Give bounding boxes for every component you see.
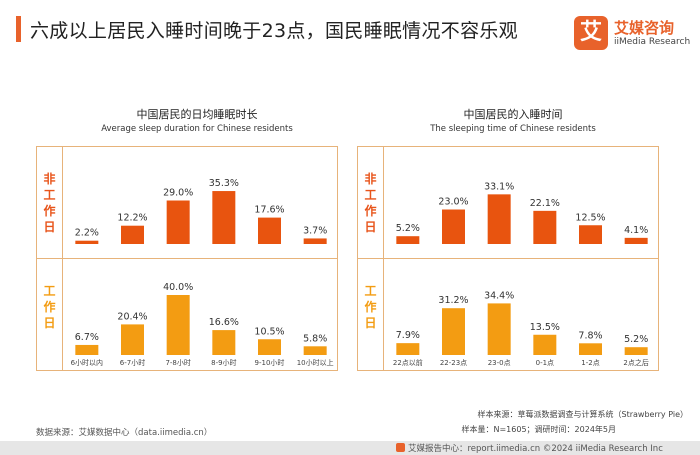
data-label-work-4: 10.5% (254, 326, 284, 337)
brand-logo: 艾 艾媒咨询 iiMedia Research (574, 16, 690, 52)
bar-nonwork-3 (212, 191, 236, 244)
row-label-non-work-chars: 非工作日 (43, 172, 56, 234)
bar-work-1 (442, 308, 465, 355)
logo-en-text: iiMedia Research (614, 37, 691, 47)
bar-work-3 (212, 330, 236, 355)
bar-nonwork-2 (166, 200, 190, 244)
report-center-icon (396, 443, 405, 452)
bar-nonwork-1 (442, 209, 465, 244)
x-tick-label-2: 7-8小时 (165, 358, 190, 367)
bar-work-5 (624, 347, 648, 355)
bar-nonwork-3 (533, 210, 557, 244)
bar-work-2 (487, 303, 511, 355)
x-tick-label-0: 6小时以内 (71, 358, 103, 367)
data-label-work-5: 5.8% (303, 333, 327, 344)
data-label-work-3: 16.6% (209, 317, 239, 328)
row-label-work-chars-right: 工作日 (364, 284, 377, 330)
bar-nonwork-5 (303, 238, 327, 244)
data-label-work-1: 20.4% (117, 311, 147, 322)
chart-left-subtitle: Average sleep duration for Chinese resid… (101, 124, 293, 134)
bar-nonwork-5 (624, 237, 648, 244)
logo-cn-text: 艾媒咨询 (614, 19, 675, 37)
data-label-work-2: 34.4% (484, 290, 514, 301)
bottom-report-text: 艾媒报告中心：report.iimedia.cn ©2024 iiMedia R… (408, 444, 663, 454)
row-label-non-work-right: 非工作日 (358, 147, 384, 258)
data-label-work-5: 5.2% (624, 334, 648, 345)
title-accent-bar (16, 16, 21, 42)
data-label-work-0: 7.9% (396, 330, 420, 341)
data-label-nonwork-3: 35.3% (209, 178, 239, 189)
data-label-work-3: 13.5% (530, 322, 560, 333)
x-tick-label-0: 22点以前 (393, 358, 423, 367)
data-label-nonwork-0: 2.2% (75, 228, 99, 239)
x-tick-label-5: 10小时以上 (297, 358, 334, 367)
data-label-nonwork-2: 29.0% (163, 188, 193, 199)
row-label-work: 工作日 (37, 259, 63, 370)
row-divider-right (358, 258, 658, 259)
data-label-nonwork-4: 12.5% (575, 212, 605, 223)
bar-work-1 (121, 324, 144, 355)
bar-work-4 (579, 343, 602, 355)
x-tick-label-2: 23-0点 (488, 359, 511, 367)
row-label-work-chars: 工作日 (43, 284, 56, 330)
data-label-nonwork-1: 23.0% (438, 197, 468, 208)
chart-left-panel: 非工作日 工作日 2.2% 12.2% 29.0% 35.3% 17.6% 3.7% 6.7… (36, 146, 338, 371)
data-label-work-1: 31.2% (438, 295, 468, 306)
logo-mark-icon: 艾 (574, 16, 608, 50)
data-label-nonwork-2: 33.1% (484, 181, 514, 192)
data-label-nonwork-0: 5.2% (396, 223, 420, 234)
data-label-work-2: 40.0% (163, 282, 193, 293)
x-tick-label-3: 0-1点 (536, 359, 554, 367)
chart-right-subtitle: The sleeping time of Chinese residents (430, 124, 596, 134)
data-label-nonwork-4: 17.6% (254, 205, 284, 216)
data-label-nonwork-5: 3.7% (303, 225, 327, 236)
bar-work-0 (396, 343, 420, 355)
data-label-nonwork-5: 4.1% (624, 225, 648, 236)
data-label-work-4: 7.8% (578, 330, 602, 341)
chart-right-panel: 非工作日 工作日 5.2% 23.0% 33.1% 22.1% 12.5% 4.1% 7.9… (357, 146, 659, 371)
row-label-work-right: 工作日 (358, 259, 384, 370)
bottom-strip: 艾媒报告中心：report.iimedia.cn ©2024 iiMedia R… (0, 441, 700, 455)
bar-nonwork-4 (258, 217, 281, 244)
bar-nonwork-4 (579, 225, 602, 244)
row-divider (37, 258, 337, 259)
bar-nonwork-0 (75, 240, 99, 244)
bar-work-0 (75, 344, 99, 355)
data-label-nonwork-1: 12.2% (117, 213, 147, 224)
data-source: 数据来源：艾媒数据中心（data.iimedia.cn） (36, 428, 213, 438)
chart-left-plot: 2.2% 12.2% 29.0% 35.3% 17.6% 3.7% 6.7% 20.4% 40.… (71, 178, 334, 367)
bar-work-3 (533, 334, 557, 355)
x-tick-label-4: 9-10小时 (255, 358, 285, 367)
bar-work-4 (258, 339, 281, 355)
chart-right-plot: 5.2% 23.0% 33.1% 22.1% 12.5% 4.1% 7.9% 31.2% 34.… (393, 181, 649, 367)
bar-nonwork-0 (396, 236, 420, 244)
bar-nonwork-2 (487, 194, 511, 244)
row-label-non-work-chars-right: 非工作日 (364, 172, 377, 234)
bar-nonwork-1 (121, 225, 144, 244)
page-title: 六成以上居民入睡时间晚于23点，国民睡眠情况不容乐观 (30, 20, 518, 42)
chart-left-title: 中国居民的日均睡眠时长 (136, 108, 258, 121)
sample-source: 样本来源：草莓派数据调查与计算系统（Strawberry Pie） (477, 410, 688, 419)
x-tick-label-5: 2点之后 (623, 358, 648, 367)
bar-work-5 (303, 346, 327, 355)
data-label-nonwork-3: 22.1% (530, 198, 560, 209)
x-tick-label-4: 1-2点 (581, 359, 599, 367)
bottom-report-link[interactable]: 艾媒报告中心：report.iimedia.cn ©2024 iiMedia R… (396, 442, 663, 454)
chart-right-title: 中国居民的入睡时间 (463, 108, 563, 121)
x-tick-label-3: 8-9小时 (211, 358, 236, 367)
sample-info: 样本量：N=1605；调研时间：2024年5月 (461, 425, 617, 434)
row-label-non-work: 非工作日 (37, 147, 63, 258)
x-tick-label-1: 6-7小时 (120, 358, 145, 367)
bar-work-2 (166, 295, 190, 355)
x-tick-label-1: 22-23点 (440, 359, 467, 367)
data-label-work-0: 6.7% (75, 332, 99, 343)
